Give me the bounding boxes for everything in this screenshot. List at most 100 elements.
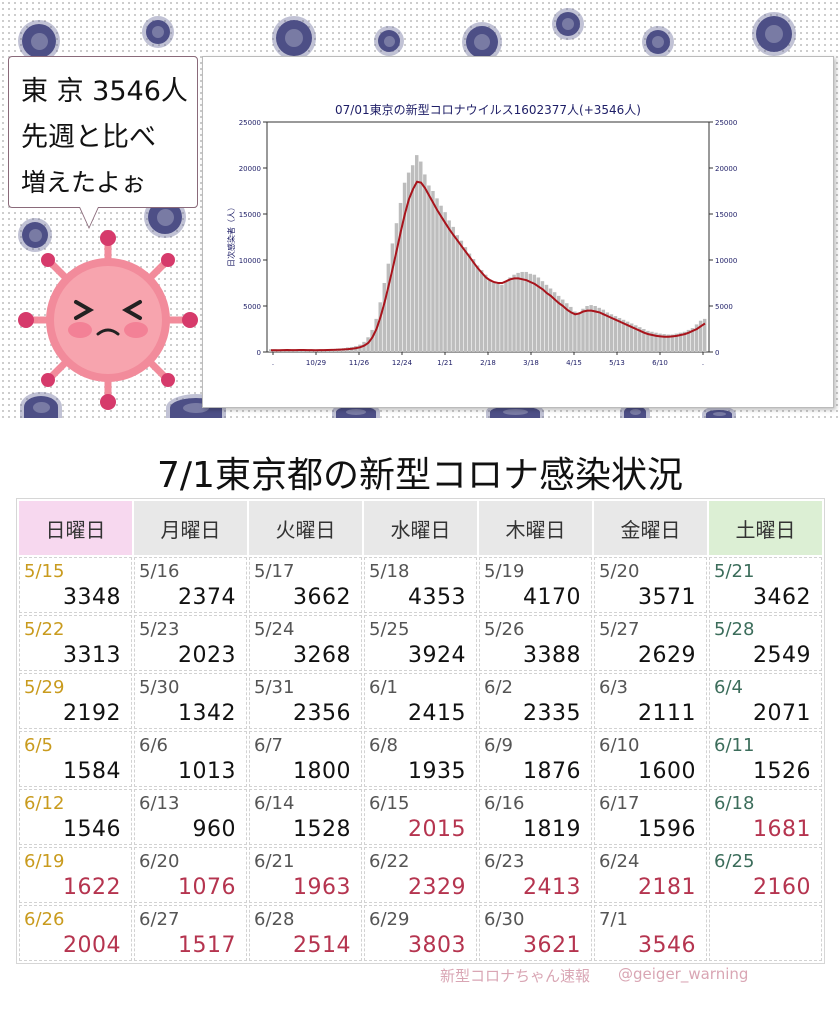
data-bar (702, 318, 707, 352)
calendar-day-cell: 6/25 2160 (709, 847, 822, 903)
data-bar (601, 309, 606, 352)
data-bar (609, 314, 614, 352)
day-date: 6/1 (369, 677, 398, 698)
day-case-count: 3462 (753, 585, 811, 610)
day-case-count: 2111 (638, 701, 696, 726)
data-bar (573, 311, 577, 352)
calendar-day-cell: 6/4 2071 (709, 673, 822, 729)
calendar-week-row: 6/5 1584 6/6 1013 6/7 1800 6/8 1935 6/9 1876 6/10 1… (19, 731, 822, 787)
data-bar (479, 270, 484, 352)
day-case-count: 1600 (638, 759, 696, 784)
data-bar (459, 240, 464, 352)
day-date: 5/28 (714, 619, 755, 640)
y-tick-label-right: 10000 (715, 257, 737, 265)
data-bar (419, 161, 423, 352)
day-date: 5/22 (24, 619, 65, 640)
calendar-day-cell: 6/27 1517 (134, 905, 247, 961)
chart-panel: 07/01東京の新型コロナウイルス1602377人(+3546人) 日次感染者（… (202, 56, 834, 408)
data-bar (451, 226, 455, 352)
y-tick-label-left: 20000 (239, 165, 261, 173)
data-bar (569, 306, 573, 352)
data-bar (589, 305, 593, 352)
day-date: 6/11 (714, 735, 755, 756)
day-date: 6/23 (484, 851, 525, 872)
data-bar (423, 174, 427, 352)
day-date: 5/20 (599, 561, 640, 582)
calendar-week-row: 6/19 1622 6/20 1076 6/21 1963 6/22 2329 6/23 2413… (19, 847, 822, 903)
header-wednesday: 水曜日 (364, 501, 477, 555)
day-date: 5/30 (139, 677, 180, 698)
chart-title: 07/01東京の新型コロナウイルス1602377人(+3546人) (335, 102, 641, 117)
day-case-count: 3803 (408, 933, 466, 958)
calendar-day-cell: 5/26 3388 (479, 615, 592, 671)
calendar-day-cell: 6/30 3621 (479, 905, 592, 961)
data-bar (528, 273, 533, 352)
day-case-count: 2181 (638, 875, 696, 900)
data-bar (638, 327, 642, 352)
day-case-count: 2071 (753, 701, 811, 726)
data-bar (556, 295, 561, 352)
day-date: 6/30 (484, 909, 525, 930)
day-case-count: 2549 (753, 643, 811, 668)
calendar-day-cell: 6/18 1681 (709, 789, 822, 845)
day-date: 6/25 (714, 851, 755, 872)
y-tick-label-left: 25000 (239, 119, 261, 127)
calendar-day-cell: 5/18 4353 (364, 557, 477, 613)
x-tick-label: 2/18 (480, 359, 496, 367)
data-bar (662, 334, 666, 352)
day-case-count: 1517 (178, 933, 236, 958)
day-case-count: 1681 (753, 817, 811, 842)
header-tuesday: 火曜日 (249, 501, 362, 555)
x-tick-label: 4/15 (566, 359, 582, 367)
calendar-day-cell: 6/22 2329 (364, 847, 477, 903)
data-bar (358, 344, 362, 352)
day-case-count: 1526 (753, 759, 811, 784)
day-case-count: 960 (192, 817, 236, 842)
data-bar (370, 329, 374, 352)
data-bar (406, 172, 411, 352)
day-case-count: 1546 (63, 817, 121, 842)
data-bar (585, 306, 589, 352)
calendar-day-cell: 6/8 1935 (364, 731, 477, 787)
y-tick-label-right: 5000 (715, 303, 733, 311)
calendar-week-row: 6/12 1546 6/13 960 6/14 1528 6/15 2015 6/16 1819 6… (19, 789, 822, 845)
data-bar (597, 307, 601, 352)
day-date: 5/18 (369, 561, 410, 582)
credit-source: 新型コロナちゃん速報 (440, 967, 591, 985)
x-tick-label: 5/13 (609, 359, 625, 367)
day-date: 6/5 (24, 735, 53, 756)
virus-icon (624, 406, 646, 418)
day-case-count: 3662 (293, 585, 351, 610)
day-date: 7/1 (599, 909, 628, 930)
data-bar (410, 165, 415, 352)
data-bar (362, 341, 366, 352)
data-bar (431, 191, 435, 352)
day-date: 5/21 (714, 561, 755, 582)
data-bar (621, 319, 626, 352)
y-tick-label-left: 15000 (239, 211, 261, 219)
y-tick-label-right: 25000 (715, 119, 737, 127)
calendar-day-cell: 6/7 1800 (249, 731, 362, 787)
day-case-count: 1819 (523, 817, 581, 842)
calendar-day-cell: 6/13 960 (134, 789, 247, 845)
data-bar (540, 281, 545, 352)
page-title: 7/1東京都の新型コロナ感染状況 (157, 455, 683, 496)
y-tick-label-left: 5000 (243, 303, 261, 311)
day-case-count: 1935 (408, 759, 466, 784)
data-bar (471, 259, 476, 352)
day-case-count: 1584 (63, 759, 121, 784)
day-date: 5/16 (139, 561, 180, 582)
data-bar (512, 274, 516, 352)
calendar-day-cell: 5/21 3462 (709, 557, 822, 613)
data-bar (467, 253, 472, 352)
virus-icon (646, 30, 670, 54)
day-case-count: 1013 (178, 759, 236, 784)
data-bar (463, 247, 468, 352)
day-case-count: 2356 (293, 701, 351, 726)
day-case-count: 1622 (63, 875, 121, 900)
data-bar (427, 185, 431, 352)
calendar-day-cell: 6/12 1546 (19, 789, 132, 845)
data-bar (532, 274, 537, 352)
day-date: 5/26 (484, 619, 525, 640)
calendar-day-cell: 5/22 3313 (19, 615, 132, 671)
